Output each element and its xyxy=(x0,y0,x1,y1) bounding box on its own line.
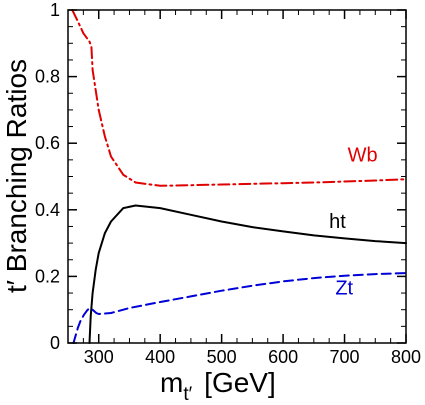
y-tick-label: 0.8 xyxy=(35,67,60,87)
x-axis-title-subscript: t′ xyxy=(183,384,192,405)
x-tick-label: 800 xyxy=(391,347,421,367)
curves-layer xyxy=(72,10,406,343)
x-axis-title-main: m xyxy=(160,367,183,398)
series-labels-layer: Wb ht Zt xyxy=(329,145,377,300)
y-tick-label: 0 xyxy=(50,333,60,353)
ticks-layer xyxy=(68,10,406,343)
series-label-ht: ht xyxy=(329,211,346,233)
x-axis-title-units: [GeV] xyxy=(204,367,276,398)
x-axis-title: mt′ [GeV] xyxy=(160,367,276,405)
x-tick-label: 400 xyxy=(145,347,175,367)
y-tick-label: 0.4 xyxy=(35,200,60,220)
y-tick-label: 1 xyxy=(50,0,60,20)
series-line-zt xyxy=(74,273,407,343)
series-label-wb: Wb xyxy=(348,145,378,167)
y-tick-label: 0.2 xyxy=(35,266,60,286)
y-tick-label: 0.6 xyxy=(35,133,60,153)
plot-frame xyxy=(68,10,406,343)
x-tick-label: 600 xyxy=(268,347,298,367)
y-axis-title: t′ Branching Ratios xyxy=(1,59,32,293)
series-label-zt: Zt xyxy=(335,278,353,300)
x-tick-label: 700 xyxy=(330,347,360,367)
x-tick-label: 300 xyxy=(84,347,114,367)
x-tick-label: 500 xyxy=(207,347,237,367)
